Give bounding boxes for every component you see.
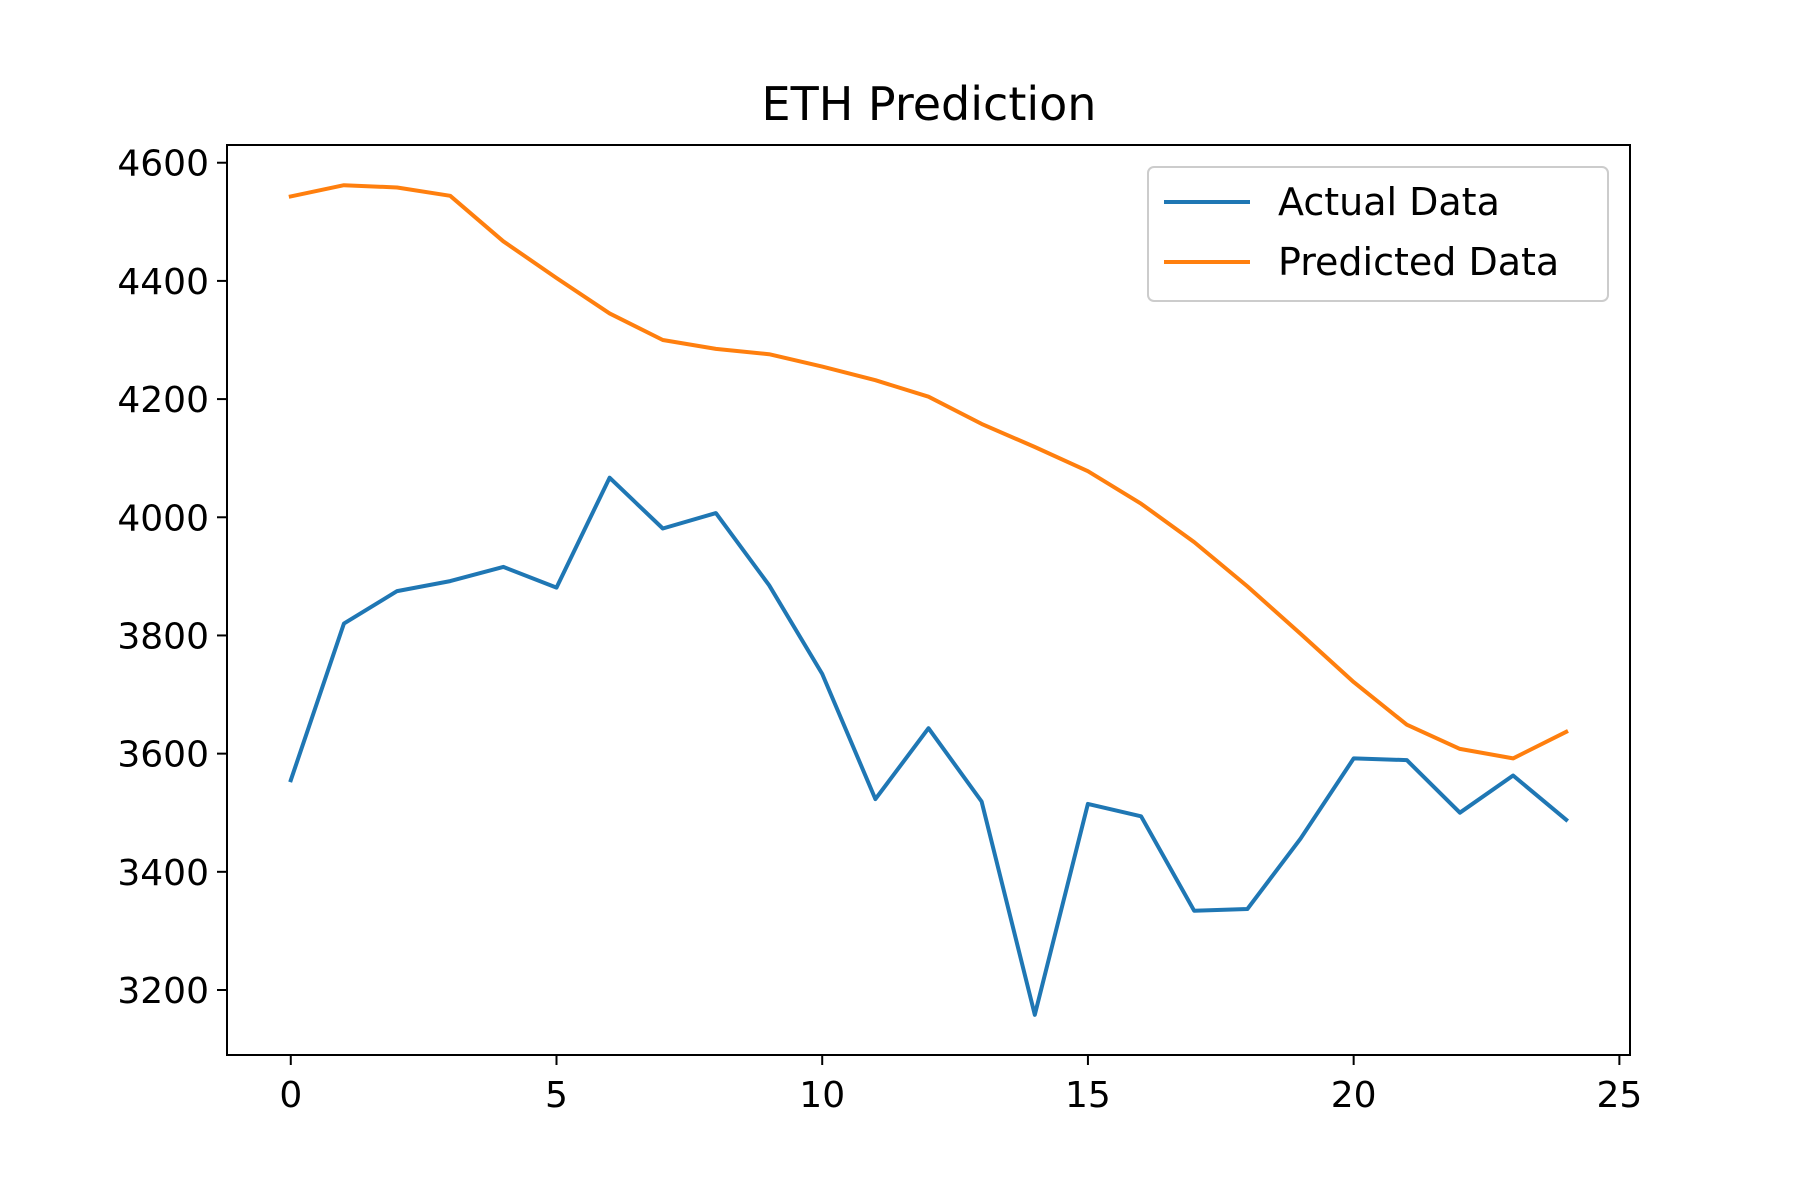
chart-title: ETH Prediction xyxy=(762,77,1097,131)
y-tick-label: 3600 xyxy=(117,735,209,776)
series-line-actual xyxy=(288,475,1570,1017)
y-tick-label: 3400 xyxy=(117,853,209,894)
x-tick-label: 25 xyxy=(1596,1075,1642,1116)
x-tick-label: 15 xyxy=(1065,1075,1111,1116)
y-tick-label: 3800 xyxy=(117,616,209,657)
y-tick-label: 3200 xyxy=(117,971,209,1012)
legend-label: Predicted Data xyxy=(1278,240,1559,284)
plot-frame xyxy=(226,144,1631,1056)
x-tick-label: 10 xyxy=(799,1075,845,1116)
axes: 0 5 10 15 20 25 3200 3400 3600 3800 4000 4200 4400 46… xyxy=(117,144,1642,1116)
series-lines xyxy=(288,183,1570,1017)
y-tick-label: 4400 xyxy=(117,262,209,303)
legend: Actual Data Predicted Data xyxy=(1147,166,1609,302)
y-tick-label: 4200 xyxy=(117,380,209,421)
x-tick-label: 0 xyxy=(279,1075,302,1116)
y-tick-label: 4000 xyxy=(117,498,209,539)
y-tick-label: 4600 xyxy=(117,144,209,185)
legend-box xyxy=(1147,166,1609,302)
x-tick-label: 5 xyxy=(545,1075,568,1116)
series-line-predicted xyxy=(288,183,1569,761)
x-tick-label: 20 xyxy=(1331,1075,1377,1116)
legend-label: Actual Data xyxy=(1278,180,1500,224)
